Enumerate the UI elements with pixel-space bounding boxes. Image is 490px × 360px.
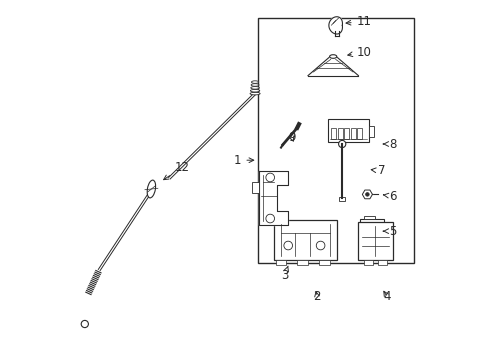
Polygon shape: [329, 17, 343, 34]
Bar: [297, 260, 308, 265]
Bar: [357, 128, 362, 139]
Circle shape: [316, 241, 325, 250]
Bar: [339, 197, 345, 201]
Bar: [378, 260, 387, 265]
Bar: [364, 216, 374, 219]
Bar: [319, 260, 330, 265]
Text: 12: 12: [164, 161, 190, 180]
Text: 2: 2: [314, 291, 321, 303]
Bar: [331, 128, 336, 139]
Text: 6: 6: [383, 190, 396, 203]
Bar: [369, 126, 373, 137]
Text: 5: 5: [383, 225, 396, 238]
Text: 7: 7: [371, 165, 386, 177]
Bar: [369, 231, 373, 235]
Text: 11: 11: [346, 15, 371, 28]
Circle shape: [339, 140, 346, 148]
Ellipse shape: [330, 55, 337, 58]
Bar: [351, 128, 356, 139]
Bar: [358, 222, 392, 260]
Ellipse shape: [251, 81, 259, 83]
Bar: [274, 220, 337, 260]
Bar: [376, 224, 379, 228]
Bar: [328, 119, 369, 142]
Ellipse shape: [250, 90, 260, 92]
Bar: [258, 18, 414, 263]
Circle shape: [266, 173, 274, 182]
Bar: [364, 260, 373, 265]
Bar: [252, 182, 259, 193]
Text: 9: 9: [288, 131, 295, 144]
Bar: [338, 128, 343, 139]
Text: 4: 4: [384, 291, 391, 303]
Polygon shape: [363, 190, 372, 199]
Text: 8: 8: [383, 138, 396, 150]
Bar: [363, 231, 367, 235]
Bar: [344, 128, 349, 139]
Polygon shape: [259, 171, 288, 225]
Ellipse shape: [147, 180, 156, 198]
Bar: [275, 260, 286, 265]
Ellipse shape: [251, 84, 259, 86]
Circle shape: [284, 241, 293, 250]
Bar: [360, 219, 384, 238]
Ellipse shape: [251, 86, 259, 89]
Circle shape: [81, 320, 88, 328]
Text: 10: 10: [348, 46, 371, 59]
Ellipse shape: [250, 93, 260, 95]
Bar: [363, 224, 367, 228]
Circle shape: [366, 193, 369, 196]
Text: 3: 3: [281, 266, 289, 282]
Bar: [369, 224, 373, 228]
Text: 1: 1: [234, 154, 254, 167]
Bar: [376, 231, 379, 235]
Circle shape: [266, 214, 274, 223]
